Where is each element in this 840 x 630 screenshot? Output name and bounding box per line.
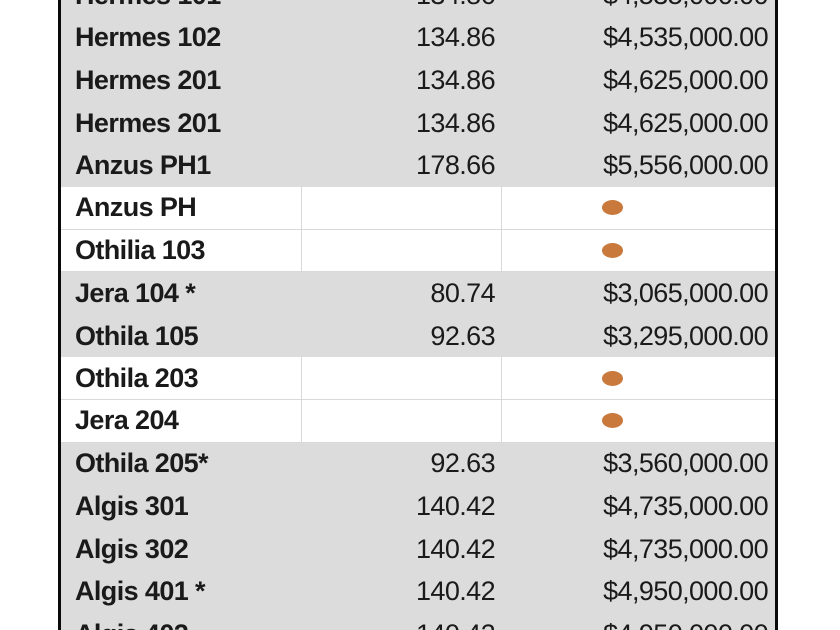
unit-price-cell: $4,950,000.00 <box>603 576 768 607</box>
unit-name-cell: Jera 104 * <box>75 277 196 308</box>
unit-name-cell: Algis 302 <box>75 533 189 564</box>
unit-price-cell <box>502 187 775 229</box>
unit-area-cell <box>302 357 502 399</box>
table-row: Jera 204 <box>61 399 775 443</box>
unit-price-cell <box>502 230 775 272</box>
unit-area-cell: 134.86 <box>416 22 496 53</box>
unit-price-cell: $4,625,000.00 <box>603 64 768 95</box>
unit-price-cell: $4,625,000.00 <box>603 107 768 138</box>
table-row: Othila 205* 92.63 $3,560,000.00 <box>61 442 775 486</box>
unit-area-cell: 134.86 <box>416 64 496 95</box>
table-row: Algis 402 140.42 $4,950,000.00 <box>61 612 775 630</box>
unit-area-cell: 140.42 <box>416 576 496 607</box>
table-row: Hermes 101 134.86 $4,535,000.00 <box>61 0 775 17</box>
unit-name-cell: Hermes 201 <box>75 64 221 95</box>
availability-dot-icon <box>601 242 623 258</box>
table-row: Hermes 102 134.86 $4,535,000.00 <box>61 16 775 60</box>
availability-dot-icon <box>601 370 623 386</box>
table-row: Jera 104 * 80.74 $3,065,000.00 <box>61 272 775 315</box>
unit-area-cell: 134.86 <box>302 0 502 17</box>
unit-name-cell: Anzus PH1 <box>75 150 211 181</box>
table-row: Othila 203 <box>61 357 775 400</box>
unit-area-cell <box>302 229 502 272</box>
unit-price-cell: $3,065,000.00 <box>603 277 768 308</box>
unit-price-cell: $4,535,000.00 <box>502 0 775 17</box>
unit-price-cell: $3,295,000.00 <box>603 320 768 351</box>
unit-area-cell: 140.42 <box>302 613 502 630</box>
table-row: Anzus PH <box>61 186 775 230</box>
unit-name-cell: Hermes 102 <box>75 22 221 53</box>
unit-area-cell: 80.74 <box>430 277 495 308</box>
table-row: Hermes 201 134.86 $4,625,000.00 <box>61 59 775 102</box>
table-row: Algis 301 140.42 $4,735,000.00 <box>61 485 775 528</box>
unit-name-cell: Anzus PH <box>61 186 302 229</box>
unit-name-cell: Othila 203 <box>61 357 302 399</box>
unit-name-cell: Othila 105 <box>75 320 199 351</box>
unit-area-cell: 92.63 <box>430 448 495 479</box>
unit-price-cell: $4,735,000.00 <box>603 533 768 564</box>
table-row: Othila 105 92.63 $3,295,000.00 <box>61 314 775 358</box>
unit-name-cell: Algis 402 <box>61 613 302 630</box>
unit-name-cell: Othilia 103 <box>61 229 302 272</box>
unit-name-cell: Othila 205* <box>75 448 209 479</box>
unit-price-cell <box>502 400 775 442</box>
unit-area-cell <box>302 399 502 442</box>
unit-price-table: Hermes 101 134.86 $4,535,000.00 Hermes 1… <box>58 0 778 630</box>
table-row: Hermes 201 134.86 $4,625,000.00 <box>61 101 775 145</box>
availability-dot-icon <box>601 200 623 216</box>
unit-name-cell: Algis 401 * <box>75 576 206 607</box>
table-row: Othilia 103 <box>61 229 775 273</box>
unit-name-cell: Hermes 201 <box>75 107 221 138</box>
unit-area-cell: 140.42 <box>416 490 496 521</box>
unit-area-cell: 140.42 <box>416 533 496 564</box>
table-row: Anzus PH1 178.66 $5,556,000.00 <box>61 144 775 187</box>
table-row: Algis 401 * 140.42 $4,950,000.00 <box>61 570 775 613</box>
unit-area-cell: 134.86 <box>416 107 496 138</box>
unit-name-cell: Hermes 101 <box>61 0 302 17</box>
unit-name-cell: Jera 204 <box>61 399 302 442</box>
availability-dot-icon <box>601 413 623 429</box>
unit-area-cell: 178.66 <box>416 150 496 181</box>
unit-name-cell: Algis 301 <box>75 490 189 521</box>
unit-area-cell <box>302 186 502 229</box>
unit-price-cell: $5,556,000.00 <box>603 150 768 181</box>
unit-price-cell: $4,950,000.00 <box>502 613 775 630</box>
unit-price-cell: $4,535,000.00 <box>603 22 768 53</box>
unit-price-cell <box>502 357 775 399</box>
table-row: Algis 302 140.42 $4,735,000.00 <box>61 527 775 571</box>
unit-price-cell: $4,735,000.00 <box>603 490 768 521</box>
unit-area-cell: 92.63 <box>430 320 495 351</box>
unit-price-cell: $3,560,000.00 <box>603 448 768 479</box>
